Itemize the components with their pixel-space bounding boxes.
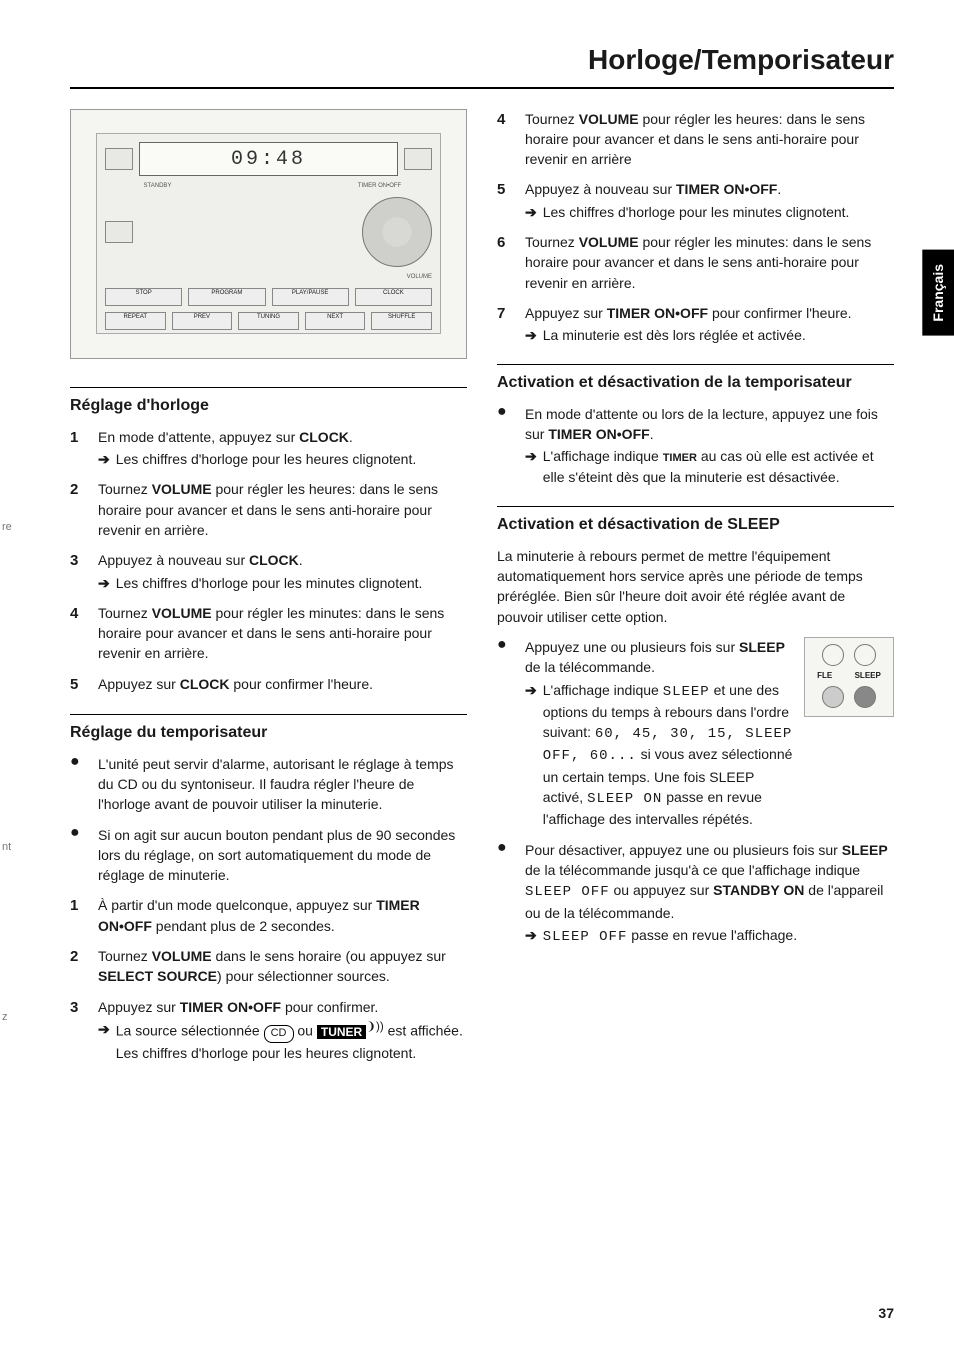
content-columns: 09:48 STANDBYTIMER ON•OFF VOLUME STOP PR… (70, 109, 894, 1073)
step-item: 5 Appuyez sur CLOCK pour confirmer l'heu… (70, 674, 467, 696)
remote-illustration: FLESLEEP (804, 637, 894, 717)
step-item: 3 Appuyez sur TIMER ON•OFF pour confirme… (70, 997, 467, 1063)
step-item: 2 Tournez VOLUME dans le sens horaire (o… (70, 946, 467, 987)
step-item: 4 Tournez VOLUME pour régler les minutes… (70, 603, 467, 664)
left-column: 09:48 STANDBYTIMER ON•OFF VOLUME STOP PR… (70, 109, 467, 1073)
sleep-intro: La minuterie à rebours permet de mettre … (497, 546, 894, 627)
right-column: 4 Tournez VOLUME pour régler les heures:… (497, 109, 894, 1073)
result-arrow-icon: ➔ (98, 1019, 110, 1063)
volume-knob-graphic (362, 197, 432, 267)
cd-pill-icon: CD (264, 1025, 294, 1043)
standby-button-graphic (105, 148, 133, 170)
device-illustration: 09:48 STANDBYTIMER ON•OFF VOLUME STOP PR… (70, 109, 467, 359)
clock-button-graphic: CLOCK (355, 288, 432, 306)
result-arrow-icon: ➔ (525, 680, 537, 830)
bullet-item: ● Pour désactiver, appuyez une ou plusie… (497, 840, 894, 947)
bullet-item: ● L'unité peut servir d'alarme, autorisa… (70, 754, 467, 815)
heading-timer-activation: Activation et désactivation de la tempor… (497, 364, 894, 394)
step-item: 5 Appuyez à nouveau sur TIMER ON•OFF. ➔L… (497, 179, 894, 222)
tuner-badge-icon: TUNER (317, 1025, 366, 1039)
result-arrow-icon: ➔ (98, 449, 110, 469)
result-arrow-icon: ➔ (98, 573, 110, 593)
page-number: 37 (878, 1303, 894, 1323)
step-item: 7 Appuyez sur TIMER ON•OFF pour confirme… (497, 303, 894, 346)
bullet-item: ● Si on agit sur aucun bouton pendant pl… (70, 825, 467, 886)
timer-button-graphic (404, 148, 432, 170)
heading-sleep-activation: Activation et désactivation de SLEEP (497, 506, 894, 536)
heading-clock-setting: Réglage d'horloge (70, 387, 467, 417)
result-arrow-icon: ➔ (525, 446, 537, 487)
result-arrow-icon: ➔ (525, 202, 537, 222)
language-tab: Français (922, 250, 954, 336)
step-item: 1 À partir d'un mode quelconque, appuyez… (70, 895, 467, 936)
lcd-display: 09:48 (139, 142, 398, 176)
step-item: 3 Appuyez à nouveau sur CLOCK. ➔Les chif… (70, 550, 467, 593)
bullet-item: ● FLESLEEP Appuyez une ou plusieurs fois… (497, 637, 894, 830)
cropped-margin: re nt z (0, 0, 20, 1345)
page-title: Horloge/Temporisateur (70, 40, 894, 89)
result-arrow-icon: ➔ (525, 325, 537, 345)
step-item: 2 Tournez VOLUME pour régler les heures:… (70, 479, 467, 540)
heading-timer-setting: Réglage du temporisateur (70, 714, 467, 744)
step-item: 4 Tournez VOLUME pour régler les heures:… (497, 109, 894, 170)
step-item: 6 Tournez VOLUME pour régler les minutes… (497, 232, 894, 293)
bullet-item: ● En mode d'attente ou lors de la lectur… (497, 404, 894, 488)
step-item: 1 En mode d'attente, appuyez sur CLOCK. … (70, 427, 467, 470)
select-button-graphic (105, 221, 133, 243)
result-arrow-icon: ➔ (525, 925, 537, 947)
